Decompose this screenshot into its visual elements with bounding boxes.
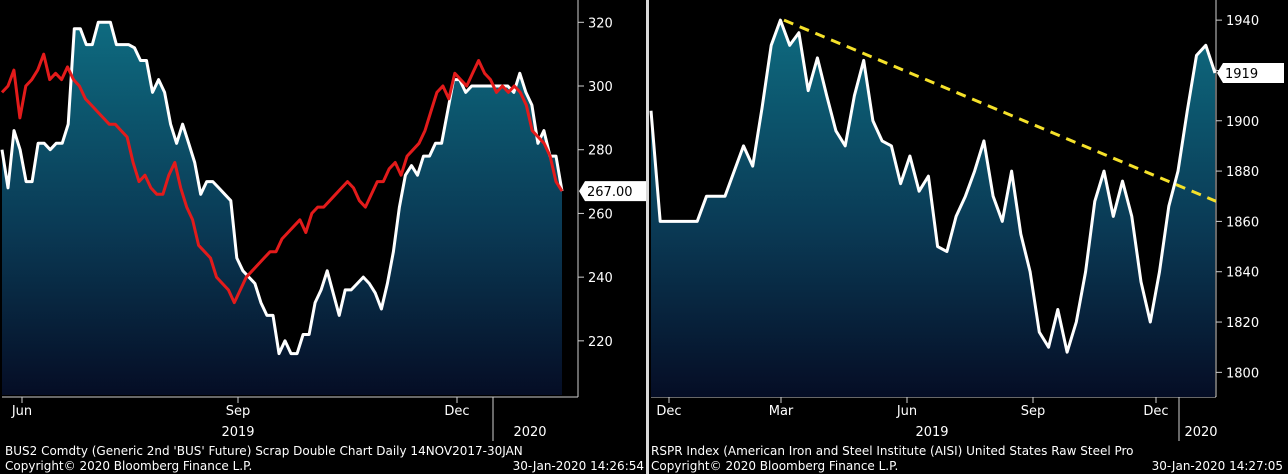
right-year-label: 2020 <box>1184 425 1217 440</box>
left-last-value-label: 267.00 <box>587 185 633 200</box>
left-series-1-line <box>0 52 564 305</box>
left-last-value-badge: 267.00 <box>579 181 646 202</box>
panel-divider <box>646 0 649 474</box>
left-y-tick-label: 260 <box>588 207 613 222</box>
left-copyright: Copyright© 2020 Bloomberg Finance L.P. <box>5 459 253 473</box>
left-chart-panel: 220 240 260 280 300 320 267.00 Jun Sep Dec 2019 202… <box>0 0 646 474</box>
left-x-tick-label: Dec <box>444 404 469 419</box>
right-y-tick-label: 1900 <box>1226 115 1259 130</box>
right-chart-panel: 180018201840186018801900192019401919DecM… <box>649 0 1288 474</box>
left-series-0-area <box>2 22 562 396</box>
right-timestamp: 30-Jan-2020 14:27:05 <box>1151 459 1283 473</box>
right-x-tick-label: Dec <box>1143 404 1168 419</box>
left-y-tick-label: 300 <box>588 80 613 95</box>
left-timestamp: 30-Jan-2020 14:26:54 <box>512 459 644 473</box>
right-y-tick-label: 1820 <box>1226 316 1259 331</box>
right-x-tick-label: Sep <box>1021 404 1046 419</box>
right-y-tick-label: 1800 <box>1226 366 1259 381</box>
left-y-tick-label: 320 <box>588 16 613 31</box>
left-x-tick-label: Jun <box>11 404 32 419</box>
right-series-0-area <box>651 20 1215 397</box>
right-y-tick-label: 1860 <box>1226 215 1259 230</box>
left-series-0-line <box>0 20 564 356</box>
right-series-0-line <box>649 18 1217 354</box>
right-year-label: 2019 <box>915 425 948 440</box>
right-x-tick-label: Jun <box>896 404 917 419</box>
left-year-label: 2020 <box>513 425 546 440</box>
left-year-label: 2019 <box>221 425 254 440</box>
right-last-value-box <box>1217 62 1284 83</box>
left-last-value-box <box>579 181 646 202</box>
left-y-tick-label: 280 <box>588 144 613 159</box>
left-chart: 220 240 260 280 300 320 267.00 Jun Sep Dec 2019 202… <box>0 0 646 441</box>
right-chart: 180018201840186018801900192019401919DecM… <box>649 0 1284 441</box>
right-x-tick-label: Dec <box>656 404 681 419</box>
right-y-tick-label: 1940 <box>1226 14 1259 29</box>
right-y-tick-label: 1840 <box>1226 266 1259 281</box>
left-x-tick-label: Sep <box>226 404 251 419</box>
right-copyright: Copyright© 2020 Bloomberg Finance L.P. <box>651 459 899 473</box>
right-y-tick-label: 1880 <box>1226 165 1259 180</box>
left-chart-title: BUS2 Comdty (Generic 2nd 'BUS' Future) S… <box>5 444 523 458</box>
right-x-tick-label: Mar <box>769 404 794 419</box>
right-last-value-label: 1919 <box>1225 67 1258 82</box>
right-last-value-badge: 1919 <box>1217 62 1284 83</box>
left-y-tick-label: 220 <box>588 335 613 350</box>
left-y-tick-label: 240 <box>588 271 613 286</box>
right-chart-title: RSPR Index (American Iron and Steel Inst… <box>651 444 1134 458</box>
